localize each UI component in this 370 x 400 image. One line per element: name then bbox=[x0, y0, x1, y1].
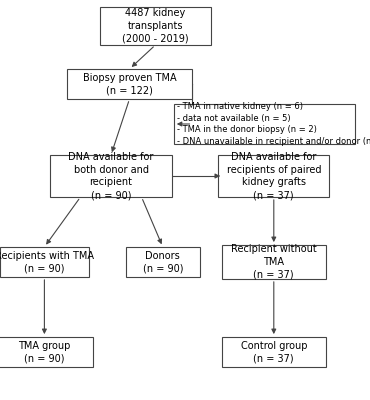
Text: 4487 kidney
transplants
(2000 - 2019): 4487 kidney transplants (2000 - 2019) bbox=[122, 8, 189, 44]
Text: DNA available for
both donor and
recipient
(n = 90): DNA available for both donor and recipie… bbox=[68, 152, 154, 200]
Text: TMA group
(n = 90): TMA group (n = 90) bbox=[18, 341, 71, 363]
FancyBboxPatch shape bbox=[0, 337, 92, 367]
Text: - TMA in native kidney (n = 6)
- data not available (n = 5)
- TMA in the donor b: - TMA in native kidney (n = 6) - data no… bbox=[177, 102, 370, 146]
FancyBboxPatch shape bbox=[174, 104, 355, 144]
FancyBboxPatch shape bbox=[0, 247, 89, 277]
Text: Control group
(n = 37): Control group (n = 37) bbox=[240, 341, 307, 363]
FancyBboxPatch shape bbox=[222, 337, 326, 367]
Text: DNA available for
recipients of paired
kidney grafts
(n = 37): DNA available for recipients of paired k… bbox=[226, 152, 321, 200]
Text: Biopsy proven TMA
(n = 122): Biopsy proven TMA (n = 122) bbox=[83, 73, 176, 95]
FancyBboxPatch shape bbox=[67, 69, 192, 99]
Text: Recipient without
TMA
(n = 37): Recipient without TMA (n = 37) bbox=[231, 244, 317, 280]
FancyBboxPatch shape bbox=[218, 155, 329, 197]
Text: Recipients with TMA
(n = 90): Recipients with TMA (n = 90) bbox=[0, 250, 94, 274]
FancyBboxPatch shape bbox=[50, 155, 172, 197]
FancyBboxPatch shape bbox=[126, 247, 200, 277]
Text: Donors
(n = 90): Donors (n = 90) bbox=[142, 250, 183, 274]
FancyBboxPatch shape bbox=[100, 7, 211, 45]
FancyBboxPatch shape bbox=[222, 245, 326, 279]
